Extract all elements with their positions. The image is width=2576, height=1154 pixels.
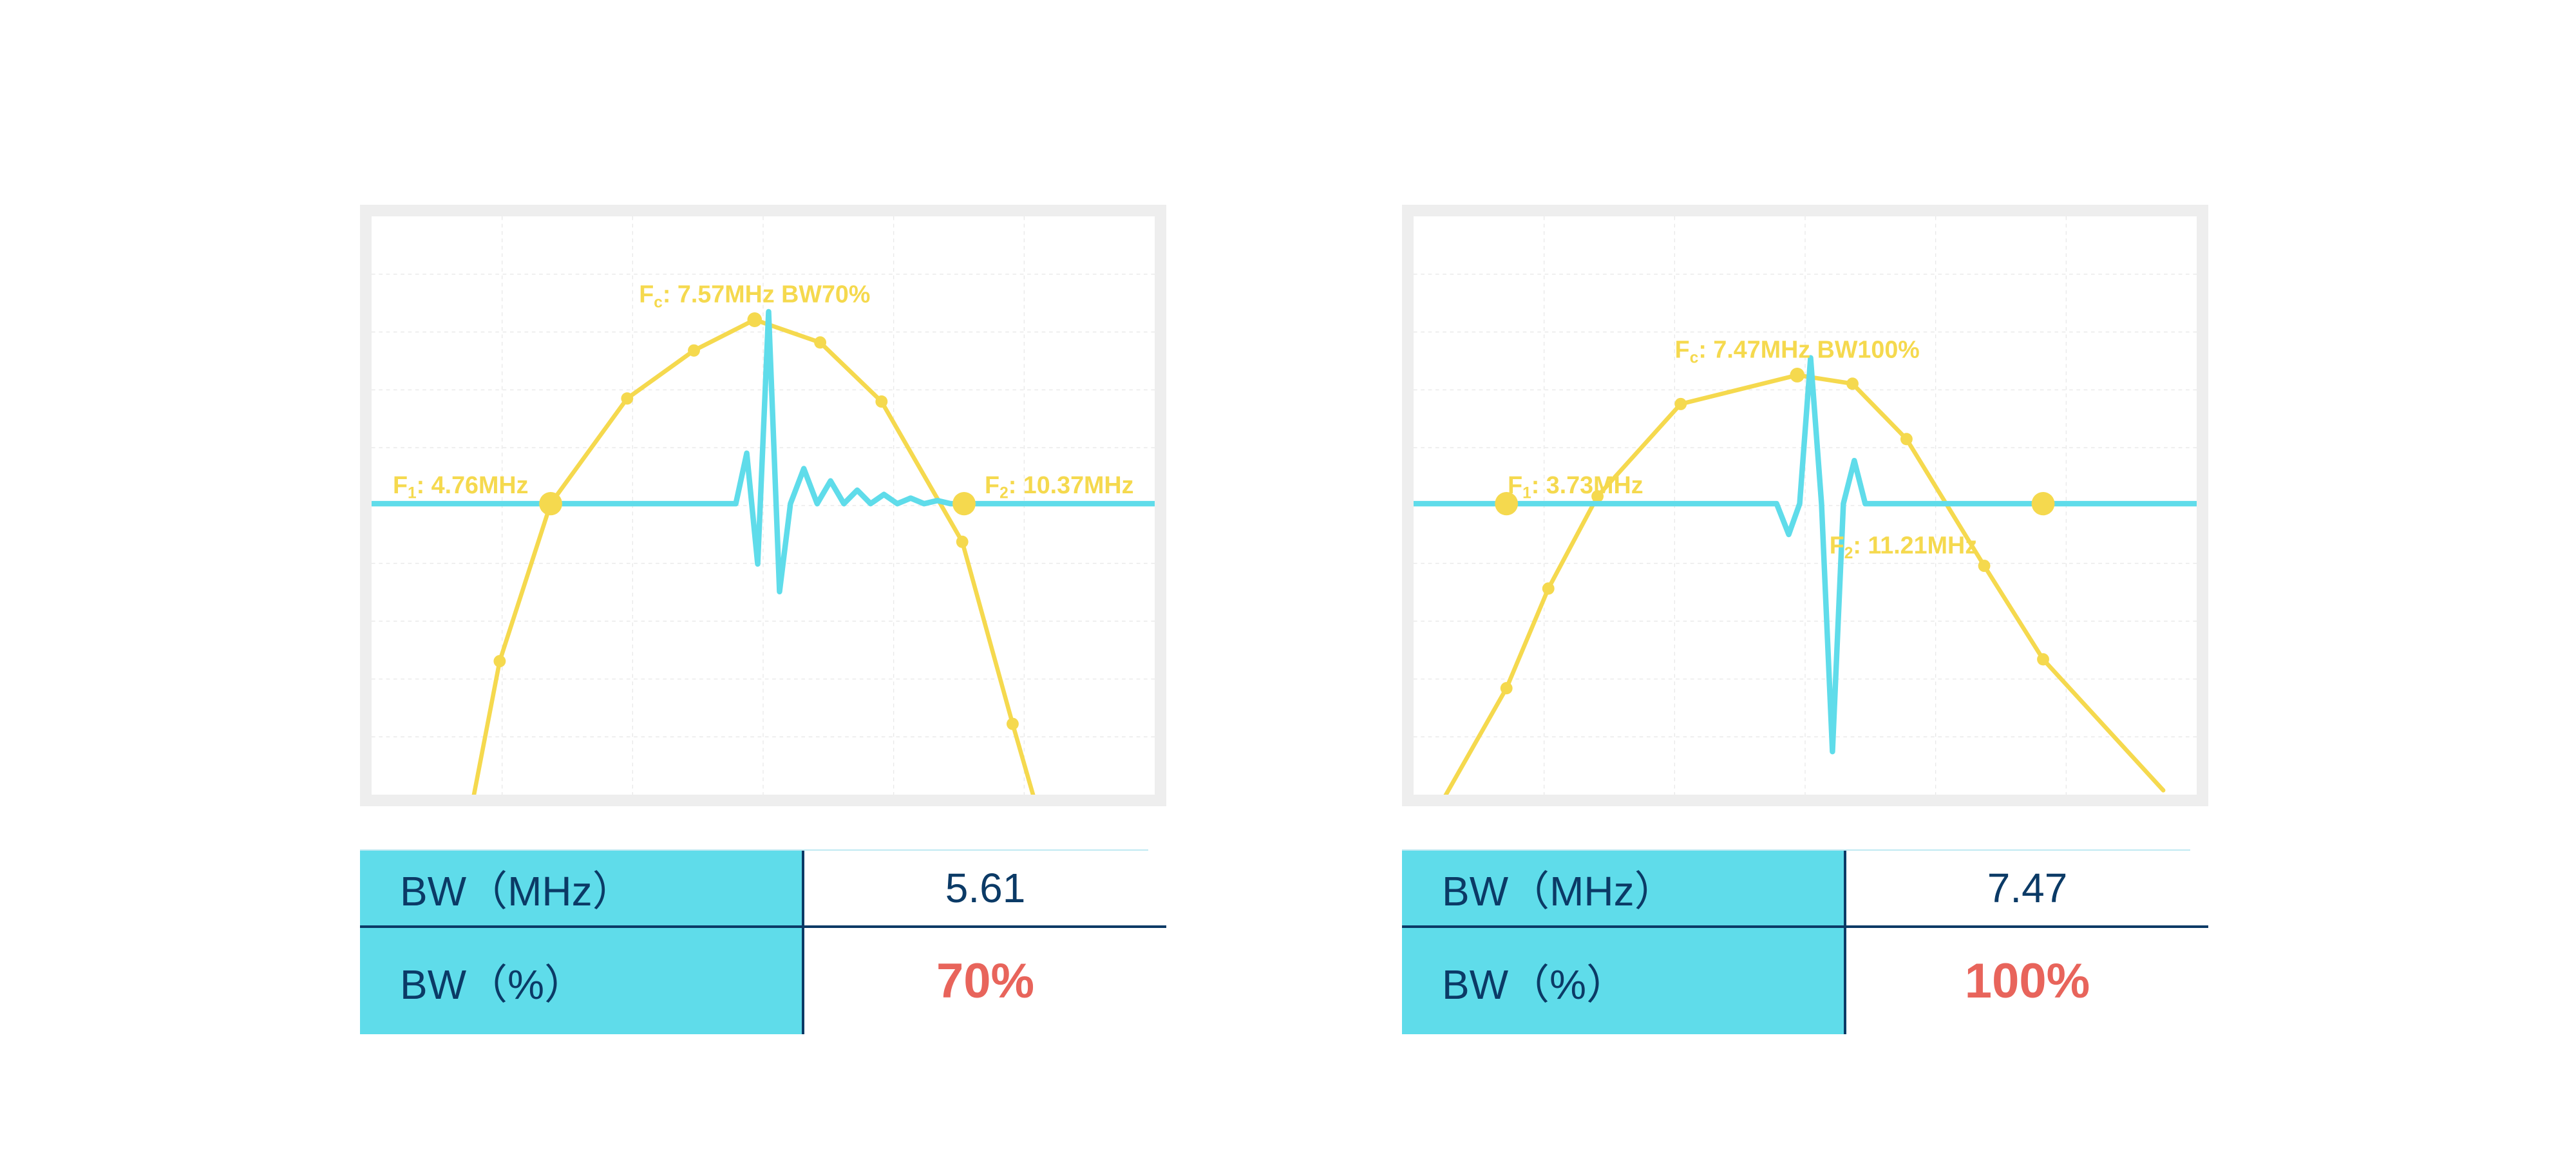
svg-text:F1: 4.76MHz: F1: 4.76MHz: [393, 472, 528, 502]
svg-text:F1: 3.73MHz: F1: 3.73MHz: [1508, 472, 1643, 502]
svg-text:F2: 10.37MHz: F2: 10.37MHz: [985, 472, 1133, 502]
svg-text:F2: 11.21MHz: F2: 11.21MHz: [1830, 532, 1977, 562]
svg-text:Fc: 7.47MHz BW100%: Fc: 7.47MHz BW100%: [1675, 337, 1920, 367]
svg-text:Fc: 7.57MHz BW70%: Fc: 7.57MHz BW70%: [639, 281, 870, 312]
